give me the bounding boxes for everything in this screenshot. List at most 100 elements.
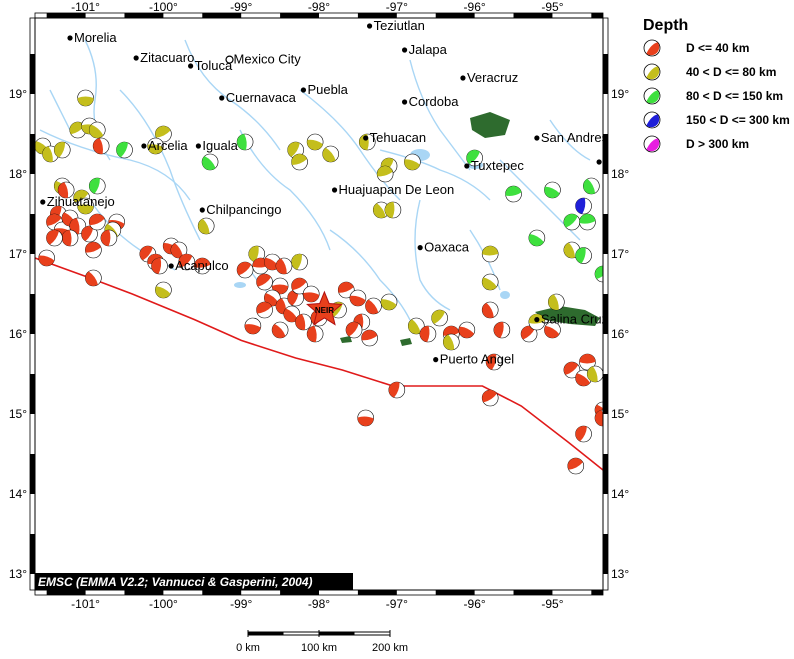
event-star-icon xyxy=(306,290,343,326)
city-morelia: Morelia xyxy=(67,30,117,45)
svg-text:Jalapa: Jalapa xyxy=(409,42,448,57)
scale-label-0: 0 km xyxy=(236,642,260,654)
scale-label-200: 200 km xyxy=(372,642,408,654)
subduction-trench-line xyxy=(35,257,603,471)
focal-mechanism-85 xyxy=(306,325,324,343)
focal-mechanism-29 xyxy=(579,213,596,231)
focal-mechanism-27 xyxy=(575,197,592,215)
focal-mechanism-7 xyxy=(92,137,110,155)
svg-text:Salina Cruz: Salina Cruz xyxy=(541,312,608,327)
svg-text:Zihuatanejo: Zihuatanejo xyxy=(47,194,115,209)
focal-mechanism-3 xyxy=(53,141,71,159)
svg-text:Veracruz: Veracruz xyxy=(467,70,518,85)
focal-mechanism-64 xyxy=(155,281,172,299)
city-puerto-angel: Puerto Angel xyxy=(433,352,515,367)
focal-mechanism-107 xyxy=(579,353,596,371)
focal-mechanism-9 xyxy=(155,125,172,143)
focal-mechanism-61 xyxy=(151,257,168,275)
focal-mechanism-70 xyxy=(275,257,293,275)
focal-mechanism-95 xyxy=(419,325,437,343)
legend-item-4: D > 300 km xyxy=(643,135,749,153)
legend-label-3: 150 < D <= 300 km xyxy=(686,113,790,127)
vegetation-patches xyxy=(340,112,600,346)
city-oaxaca: Oaxaca xyxy=(417,240,470,255)
city-tehuacan: Tehuacan xyxy=(363,130,426,145)
focal-mechanism-55 xyxy=(85,269,102,287)
lon-tick-bottom-1: -100° xyxy=(149,597,178,611)
focal-mechanism-25 xyxy=(544,181,561,199)
city-mexico-city: Mexico City xyxy=(225,52,301,67)
focal-mechanism-109 xyxy=(586,365,603,383)
lat-tick-left-5: 14° xyxy=(9,487,27,501)
focal-mechanism-77 xyxy=(291,277,308,295)
focal-mechanism-37 xyxy=(88,177,106,195)
focal-mechanism-114 xyxy=(594,409,603,427)
lon-tick-top-4: -97° xyxy=(386,0,408,14)
legend-label-1: 40 < D <= 80 km xyxy=(686,65,776,79)
focal-mechanism-98 xyxy=(458,321,476,339)
focal-mechanism-11 xyxy=(201,153,219,171)
focal-mechanisms xyxy=(35,89,603,475)
legend-label-0: D <= 40 km xyxy=(686,41,749,55)
focal-mechanism-111 xyxy=(481,389,499,407)
focal-mechanism-78 xyxy=(302,285,320,303)
lon-tick-top-5: -96° xyxy=(464,0,486,14)
focal-mechanism-116 xyxy=(567,457,585,475)
city-co: Co xyxy=(596,159,602,165)
city-salina-cruz: Salina Cruz xyxy=(534,312,608,327)
focal-mechanism-67 xyxy=(236,261,254,279)
city-chilpancingo: Chilpancingo xyxy=(199,202,281,217)
svg-text:Toluca: Toluca xyxy=(195,58,233,73)
lat-tick-left-4: 15° xyxy=(9,407,27,421)
focal-mechanism-79 xyxy=(283,305,301,323)
scale-bar: 0 km 100 km 200 km xyxy=(236,630,408,654)
legend-title: Depth xyxy=(643,17,688,34)
focal-mechanism-80 xyxy=(295,313,312,331)
svg-text:Arcelia: Arcelia xyxy=(148,138,189,153)
scale-label-100: 100 km xyxy=(301,642,337,654)
focal-mechanism-53 xyxy=(85,241,102,259)
focal-mechanism-22 xyxy=(384,201,402,219)
depth-legend: Depth D <= 40 km 40 < D <= 80 km 80 < D <=… xyxy=(643,17,790,153)
legend-item-0: D <= 40 km xyxy=(643,39,749,57)
city-puebla: Puebla xyxy=(300,82,349,97)
city-huajuapan-de-leon: Huajuapan De Leon xyxy=(331,182,454,197)
focal-mechanism-52 xyxy=(46,229,63,247)
svg-text:Tuxtepec: Tuxtepec xyxy=(471,158,524,173)
city-teziutlan: Teziutlan xyxy=(366,18,425,33)
lon-tick-top-1: -100° xyxy=(149,0,178,14)
focal-mechanism-92 xyxy=(361,329,378,347)
focal-mechanism-36 xyxy=(548,293,565,311)
lat-tick-left-3: 16° xyxy=(9,327,27,341)
focal-mechanism-99 xyxy=(481,301,499,319)
focal-mechanism-41 xyxy=(57,181,75,199)
city-zitacuaro: Zitacuaro xyxy=(133,50,194,65)
focal-mechanism-34 xyxy=(481,245,499,263)
city-cuernavaca: Cuernavaca xyxy=(219,90,297,105)
lon-tick-bottom-3: -98° xyxy=(308,597,330,611)
city-veracruz: Veracruz xyxy=(460,70,518,85)
focal-mechanism-14 xyxy=(291,153,308,171)
focal-mechanism-89 xyxy=(365,297,382,315)
lon-tick-bottom-2: -99° xyxy=(230,597,252,611)
focal-mechanism-87 xyxy=(337,281,355,299)
focal-mechanism-94 xyxy=(407,317,425,335)
focal-mechanism-30 xyxy=(528,229,546,247)
svg-text:Puerto Angel: Puerto Angel xyxy=(440,352,515,367)
city-toluca: Toluca xyxy=(188,58,233,73)
lat-tick-right-3: 16° xyxy=(611,327,629,341)
focal-mechanism-10 xyxy=(147,137,164,155)
focal-mechanism-105 xyxy=(485,353,503,371)
focal-mechanism-24 xyxy=(505,185,522,203)
lon-tick-top-2: -99° xyxy=(230,0,252,14)
focal-mechanism-23 xyxy=(466,149,483,167)
focal-mechanism-15 xyxy=(306,133,324,151)
focal-mechanism-32 xyxy=(575,247,592,264)
focal-mechanism-93 xyxy=(380,293,398,311)
legend-item-3: 150 < D <= 300 km xyxy=(643,111,790,129)
city-tuxtepec: Tuxtepec xyxy=(464,158,524,173)
focal-mechanism-46 xyxy=(69,217,87,235)
